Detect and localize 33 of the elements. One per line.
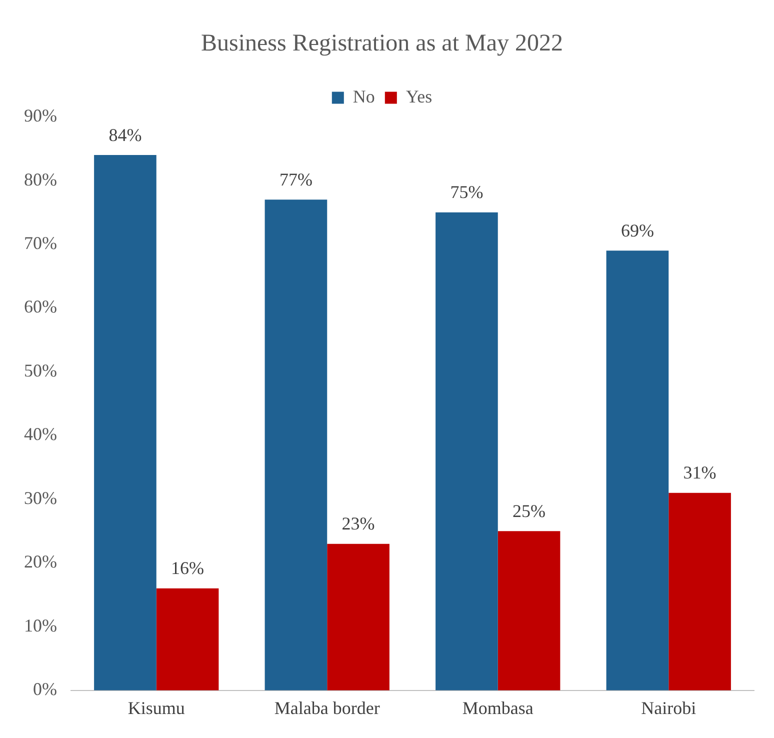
x-tick-label: Kisumu bbox=[128, 698, 185, 718]
y-tick-label: 70% bbox=[24, 233, 57, 253]
data-label: 31% bbox=[683, 462, 716, 483]
data-label: 84% bbox=[108, 124, 142, 145]
data-label: 77% bbox=[279, 169, 312, 190]
x-tick-label: Malaba border bbox=[274, 698, 380, 718]
bar bbox=[498, 531, 560, 690]
y-tick-label: 40% bbox=[24, 424, 57, 444]
x-tick-label: Mombasa bbox=[462, 698, 534, 718]
bar bbox=[436, 212, 498, 690]
y-tick-label: 30% bbox=[24, 488, 57, 508]
data-label: 69% bbox=[620, 220, 654, 240]
bar bbox=[668, 492, 731, 690]
bar bbox=[606, 250, 669, 690]
legend-label: No bbox=[352, 86, 375, 107]
y-tick-label: 20% bbox=[24, 552, 57, 572]
data-label: 16% bbox=[171, 558, 204, 578]
bar bbox=[94, 155, 156, 690]
data-label: 23% bbox=[342, 514, 375, 534]
y-tick-label: 80% bbox=[24, 169, 57, 190]
bar bbox=[264, 200, 328, 690]
y-tick-label: 50% bbox=[24, 360, 57, 380]
y-tick-label: 90% bbox=[24, 106, 57, 126]
y-tick-label: 10% bbox=[24, 615, 57, 636]
data-label: 75% bbox=[450, 182, 484, 202]
legend-label: Yes bbox=[406, 86, 432, 107]
y-tick-label: 0% bbox=[32, 679, 57, 700]
x-tick-label: Nairobi bbox=[641, 698, 696, 718]
bar bbox=[327, 544, 390, 690]
chart-title: Business Registration as at May 2022 bbox=[201, 30, 563, 57]
y-tick-label: 60% bbox=[24, 296, 57, 317]
bar bbox=[156, 588, 219, 690]
data-label: 25% bbox=[512, 500, 546, 521]
